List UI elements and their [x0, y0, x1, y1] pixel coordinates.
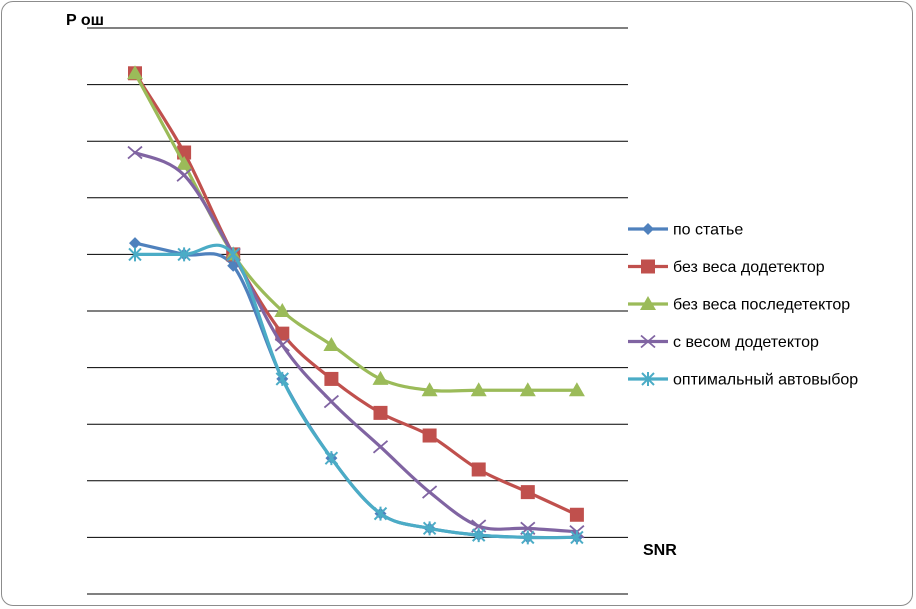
data-point-marker — [372, 370, 389, 385]
data-point-marker — [570, 530, 584, 545]
legend-item: с весом додетектор — [628, 334, 819, 351]
legend-item: по статье — [628, 222, 743, 239]
data-point-marker — [127, 145, 143, 160]
series-2 — [128, 66, 584, 522]
data-point-marker — [372, 440, 389, 454]
gridlines — [87, 27, 628, 595]
data-point-marker — [422, 485, 438, 499]
data-point-marker — [421, 382, 438, 397]
data-point-marker — [177, 247, 191, 262]
legend-item: оптимальный автовыбор — [628, 372, 858, 389]
data-point-marker — [324, 371, 339, 386]
legend-swatch-marker — [640, 334, 656, 349]
data-point-marker — [520, 485, 535, 500]
data-point-marker — [422, 428, 437, 443]
legend-swatch-marker — [642, 223, 654, 235]
legend-label: без веса додетектор — [673, 259, 825, 276]
legend-label: без веса последетектор — [673, 297, 850, 314]
data-point-marker — [568, 382, 585, 397]
data-point-marker — [323, 394, 339, 409]
series-line — [133, 71, 579, 517]
series-line — [133, 150, 579, 534]
legend-item: без веса последетектор — [628, 296, 850, 314]
data-point-marker — [521, 530, 535, 545]
data-point-marker — [373, 405, 388, 420]
data-point-marker — [275, 371, 290, 386]
data-point-marker — [176, 155, 193, 170]
data-point-marker — [470, 382, 487, 397]
legend-swatch-marker — [640, 296, 656, 310]
y-axis-label: P ош — [66, 12, 104, 29]
data-point-marker — [373, 506, 388, 521]
series-line — [133, 71, 579, 393]
legend-label: с весом додетектор — [673, 334, 819, 351]
data-point-marker — [324, 451, 339, 466]
legend: по статье без веса додетектор без веса пос… — [628, 222, 858, 389]
data-point-marker — [127, 65, 143, 80]
data-point-marker — [128, 247, 142, 262]
series-group — [127, 65, 585, 545]
legend-item: без веса додетектор — [628, 259, 825, 276]
x-axis-label: SNR — [643, 542, 677, 559]
series-5 — [128, 243, 584, 545]
data-point-marker — [274, 303, 291, 317]
data-point-marker — [323, 336, 340, 351]
series-line — [133, 243, 579, 540]
data-point-marker — [176, 168, 192, 182]
data-point-marker — [274, 338, 290, 352]
legend-label: оптимальный автовыбор — [673, 372, 858, 389]
series-4 — [127, 145, 585, 539]
data-point-marker — [471, 528, 486, 543]
data-point-marker — [519, 382, 536, 397]
data-point-marker — [569, 507, 584, 522]
data-point-marker — [471, 462, 486, 477]
legend-label: по статье — [673, 222, 743, 239]
legend-swatch-marker — [641, 259, 655, 274]
data-point-marker — [226, 247, 240, 262]
series-3 — [127, 65, 585, 397]
data-point-marker — [129, 237, 141, 250]
legend-swatch-marker — [641, 372, 655, 386]
data-point-marker — [422, 521, 437, 536]
